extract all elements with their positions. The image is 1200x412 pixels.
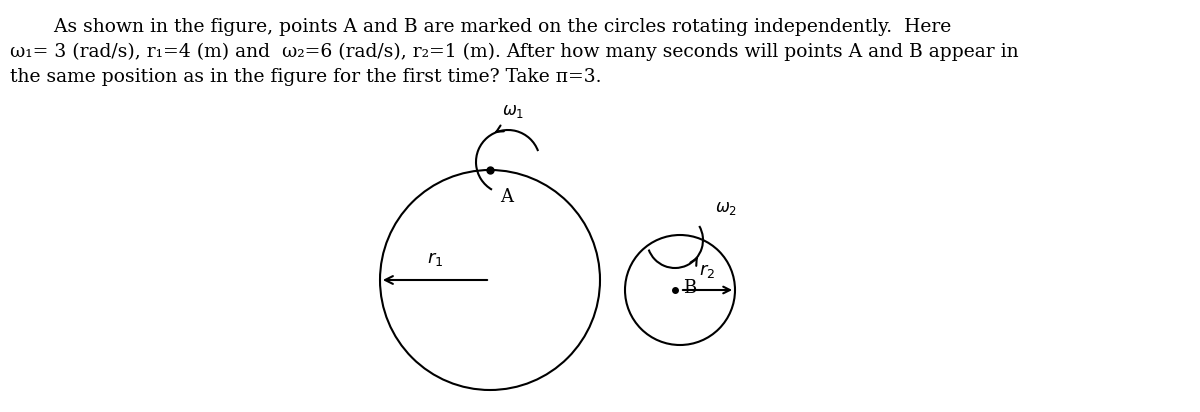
Text: B: B [683, 279, 696, 297]
Text: $r_2$: $r_2$ [700, 262, 715, 280]
Text: ω₁= 3 (rad/s), r₁=4 (m) and  ω₂=6 (rad/s), r₂=1 (m). After how many seconds will: ω₁= 3 (rad/s), r₁=4 (m) and ω₂=6 (rad/s)… [10, 43, 1019, 61]
Text: $\omega_1$: $\omega_1$ [502, 102, 524, 120]
Text: $r_1$: $r_1$ [427, 250, 443, 268]
Text: A: A [500, 188, 514, 206]
Text: the same position as in the figure for the first time? Take π=3.: the same position as in the figure for t… [10, 68, 601, 86]
Text: As shown in the figure, points A and B are marked on the circles rotating indepe: As shown in the figure, points A and B a… [30, 18, 952, 36]
Text: $\omega_2$: $\omega_2$ [715, 199, 737, 217]
